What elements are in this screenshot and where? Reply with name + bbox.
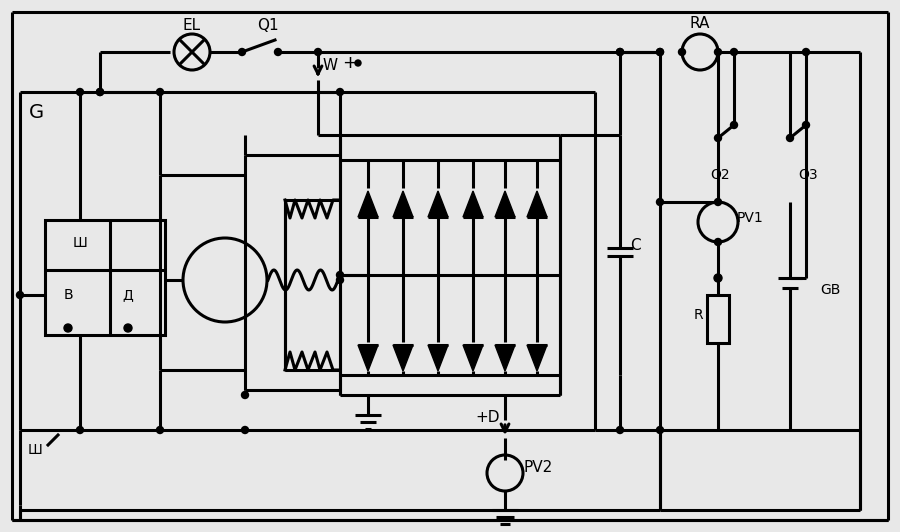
- Polygon shape: [428, 345, 448, 371]
- Circle shape: [64, 324, 72, 332]
- Circle shape: [355, 60, 361, 66]
- Circle shape: [76, 88, 84, 96]
- Bar: [707, 295, 729, 343]
- Text: GB: GB: [820, 283, 841, 297]
- Circle shape: [715, 135, 722, 142]
- Polygon shape: [527, 345, 547, 371]
- Polygon shape: [463, 191, 483, 217]
- Circle shape: [274, 48, 282, 55]
- Text: +D: +D: [476, 411, 500, 426]
- Circle shape: [679, 48, 686, 55]
- Text: EL: EL: [183, 18, 201, 32]
- Circle shape: [715, 198, 722, 205]
- Circle shape: [731, 48, 737, 55]
- Circle shape: [656, 427, 663, 434]
- Polygon shape: [495, 345, 515, 371]
- Circle shape: [337, 88, 344, 96]
- Circle shape: [656, 48, 663, 55]
- Polygon shape: [428, 191, 448, 217]
- Circle shape: [803, 121, 809, 129]
- Circle shape: [714, 274, 722, 282]
- Circle shape: [96, 88, 104, 96]
- Circle shape: [656, 48, 663, 55]
- Circle shape: [803, 48, 809, 55]
- Text: Q1: Q1: [257, 18, 279, 32]
- Circle shape: [731, 121, 737, 129]
- Circle shape: [238, 48, 246, 55]
- Circle shape: [16, 292, 23, 298]
- Text: Q2: Q2: [710, 168, 730, 182]
- Polygon shape: [358, 345, 378, 371]
- Circle shape: [337, 271, 344, 278]
- Polygon shape: [358, 191, 378, 217]
- Circle shape: [124, 324, 132, 332]
- Text: W: W: [322, 57, 338, 72]
- Circle shape: [715, 238, 722, 245]
- Text: C: C: [630, 237, 640, 253]
- Circle shape: [616, 427, 624, 434]
- Circle shape: [157, 88, 164, 96]
- Polygon shape: [463, 345, 483, 371]
- Text: +: +: [343, 54, 357, 72]
- Circle shape: [616, 48, 624, 55]
- Polygon shape: [495, 191, 515, 217]
- Circle shape: [241, 392, 248, 398]
- Circle shape: [616, 48, 624, 55]
- Circle shape: [96, 88, 104, 96]
- Circle shape: [76, 427, 84, 434]
- Text: Д: Д: [122, 288, 133, 302]
- Polygon shape: [393, 191, 413, 217]
- Text: PV1: PV1: [736, 211, 763, 225]
- Circle shape: [787, 135, 794, 142]
- Circle shape: [157, 427, 164, 434]
- Bar: [45, 220, 165, 335]
- Polygon shape: [527, 191, 547, 217]
- Text: Q3: Q3: [798, 168, 818, 182]
- Circle shape: [314, 48, 321, 55]
- Circle shape: [241, 427, 248, 434]
- Text: R: R: [693, 308, 703, 322]
- Text: G: G: [29, 103, 43, 121]
- Text: В: В: [63, 288, 73, 302]
- Circle shape: [337, 277, 344, 284]
- Text: PV2: PV2: [524, 461, 553, 476]
- Text: RA: RA: [689, 15, 710, 30]
- Text: Ш: Ш: [28, 443, 42, 457]
- Polygon shape: [393, 345, 413, 371]
- Circle shape: [656, 198, 663, 205]
- Text: Ш: Ш: [73, 236, 87, 250]
- Circle shape: [715, 48, 722, 55]
